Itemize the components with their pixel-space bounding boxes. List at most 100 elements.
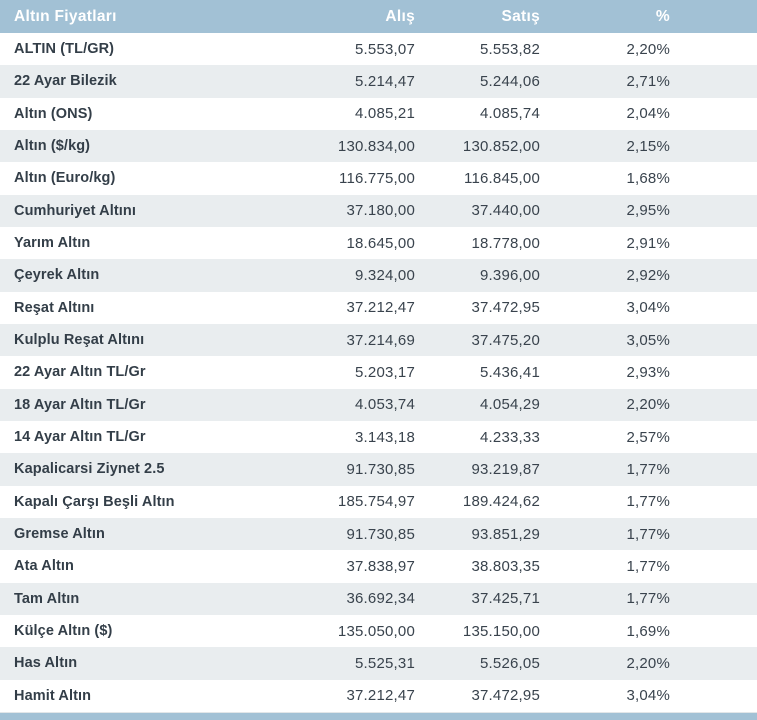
instrument-name-cell: Ata Altın [14,558,74,575]
table-row: Yarım Altın 18.645,00 18.778,00 2,91% [0,226,757,260]
change-pct-cell: 1,77% [626,493,670,511]
sell-price-cell: 37.425,71 [471,590,540,608]
buy-price-cell: 3.143,18 [355,428,415,446]
sell-price-cell: 130.852,00 [462,137,540,155]
table-row: ALTIN (TL/GR) 5.553,07 5.553,82 2,20% [0,33,757,66]
table-row: Hamit Altın 37.212,47 37.472,95 3,04% [0,679,757,712]
buy-price-cell: 91.730,85 [346,460,415,478]
buy-price-cell: 4.053,74 [355,396,415,414]
row-filler [670,583,757,615]
row-filler [670,453,757,485]
buy-price-cell: 36.692,34 [346,590,415,608]
sell-price-cell: 4.054,29 [480,396,540,414]
change-pct-cell: 2,20% [626,396,670,414]
sell-price-cell: 38.803,35 [471,557,540,575]
instrument-name-cell: Yarım Altın [14,235,91,252]
table-row: 22 Ayar Altın TL/Gr 5.203,17 5.436,41 2,93% [0,356,757,389]
row-filler [670,259,757,291]
buy-price-cell: 37.214,69 [346,331,415,349]
instrument-name-cell: Çeyrek Altın [14,267,100,284]
sell-price-cell: 116.845,00 [464,169,540,187]
sell-price-cell: 18.778,00 [471,234,540,252]
instrument-name-cell: Kapalı Çarşı Beşli Altın [14,493,175,510]
header-title: Altın Fiyatları [14,7,117,25]
table-row: Tam Altın 36.692,34 37.425,71 1,77% [0,582,757,615]
change-pct-cell: 2,20% [626,654,670,672]
sell-price-cell: 37.475,20 [471,331,540,349]
row-filler [670,389,757,421]
buy-price-cell: 5.525,31 [355,654,415,672]
instrument-name-cell: Külçe Altın ($) [14,623,113,640]
change-pct-cell: 2,91% [626,234,670,252]
row-filler [670,356,757,388]
change-pct-cell: 2,20% [626,40,670,58]
row-filler [670,324,757,356]
buy-price-cell: 130.834,00 [337,137,415,155]
buy-price-cell: 37.212,47 [346,687,415,705]
instrument-name-cell: Altın (ONS) [14,105,93,122]
sell-price-cell: 5.436,41 [480,363,540,381]
row-filler [670,227,757,259]
instrument-name-cell: Altın (Euro/kg) [14,170,116,187]
row-filler [670,195,757,227]
change-pct-cell: 3,04% [626,687,670,705]
change-pct-cell: 2,93% [626,363,670,381]
gold-table-body: ALTIN (TL/GR) 5.553,07 5.553,82 2,20% 22 Aya… [0,33,757,712]
table-row: 22 Ayar Bilezik 5.214,47 5.244,06 2,71% [0,65,757,98]
row-filler [670,518,757,550]
instrument-name-cell: 22 Ayar Altın TL/Gr [14,364,146,381]
change-pct-cell: 2,71% [626,72,670,90]
buy-price-cell: 135.050,00 [337,622,415,640]
row-filler [670,421,757,453]
row-filler [670,162,757,194]
change-pct-cell: 2,04% [626,105,670,123]
change-pct-cell: 1,69% [626,622,670,640]
sell-price-cell: 5.526,05 [480,654,540,672]
buy-price-cell: 18.645,00 [346,234,415,252]
buy-price-cell: 37.180,00 [346,202,415,220]
sell-price-cell: 4.085,74 [480,105,540,123]
buy-price-cell: 4.085,21 [355,105,415,123]
change-pct-cell: 1,77% [626,590,670,608]
header-sell: Satış [501,7,540,25]
table-row: Ata Altın 37.838,97 38.803,35 1,77% [0,550,757,583]
instrument-name-cell: 18 Ayar Altın TL/Gr [14,396,146,413]
change-pct-cell: 1,77% [626,460,670,478]
buy-price-cell: 9.324,00 [355,266,415,284]
sell-price-cell: 5.244,06 [480,72,540,90]
table-row: Gremse Altın 91.730,85 93.851,29 1,77% [0,517,757,551]
sell-price-cell: 37.472,95 [471,687,540,705]
instrument-name-cell: ALTIN (TL/GR) [14,41,115,58]
change-pct-cell: 3,05% [626,331,670,349]
row-filler [670,615,757,647]
table-row: Cumhuriyet Altını 37.180,00 37.440,00 2,95% [0,194,757,227]
sell-price-cell: 135.150,00 [462,622,540,640]
footer-bar [0,712,757,720]
row-filler [670,65,757,97]
change-pct-cell: 1,68% [626,169,670,187]
instrument-name-cell: Kulplu Reşat Altını [14,332,145,349]
sell-price-cell: 9.396,00 [480,266,540,284]
instrument-name-cell: Cumhuriyet Altını [14,202,136,219]
change-pct-cell: 1,77% [626,525,670,543]
header-filler [670,0,757,33]
change-pct-cell: 2,92% [626,266,670,284]
buy-price-cell: 91.730,85 [346,525,415,543]
change-pct-cell: 2,15% [626,137,670,155]
instrument-name-cell: Reşat Altını [14,299,95,316]
sell-price-cell: 37.472,95 [471,299,540,317]
row-filler [670,680,757,712]
change-pct-cell: 2,95% [626,202,670,220]
buy-price-cell: 5.553,07 [355,40,415,58]
sell-price-cell: 37.440,00 [471,202,540,220]
row-filler [670,486,757,518]
sell-price-cell: 189.424,62 [462,493,540,511]
instrument-name-cell: Altın ($/kg) [14,138,91,155]
buy-price-cell: 5.203,17 [355,363,415,381]
table-row: Külçe Altın ($) 135.050,00 135.150,00 1,69% [0,614,757,648]
row-filler [670,550,757,582]
table-header-row: Altın Fiyatları Alış Satış % [0,0,757,33]
instrument-name-cell: 14 Ayar Altın TL/Gr [14,429,146,446]
